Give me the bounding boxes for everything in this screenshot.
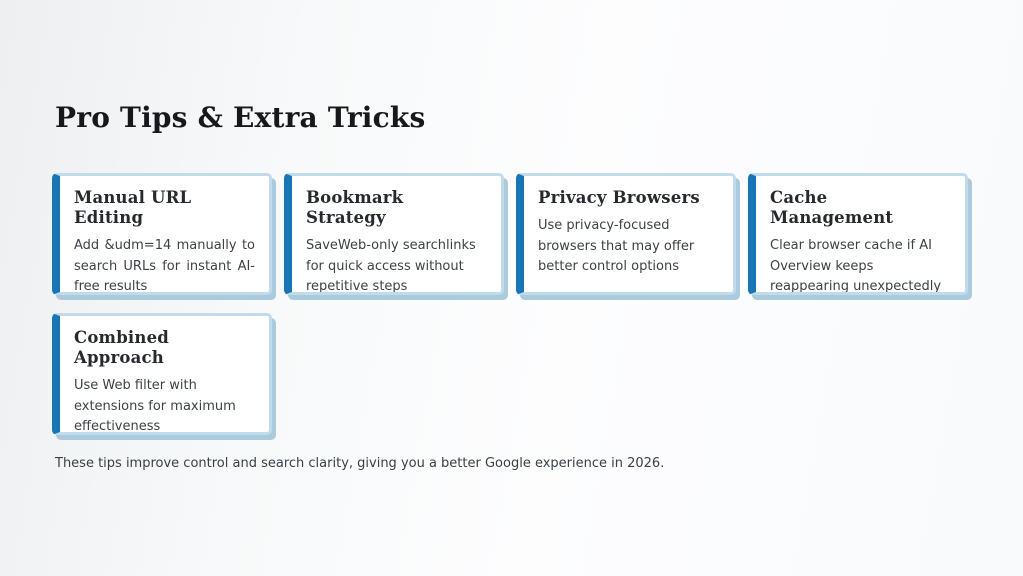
card-title: Manual URL Editing <box>74 188 192 227</box>
card-title: Privacy Browsers <box>538 188 700 207</box>
tip-card: Manual URL Editing Add &udm=14 manually t… <box>52 173 272 295</box>
card-title: Combined Approach <box>74 328 170 367</box>
footer-note: These tips improve control and search cl… <box>55 456 665 471</box>
tip-card: Privacy Browsers Use privacy-focused brow… <box>516 173 736 295</box>
card-body: Use Web filter with extensions for maxim… <box>74 378 236 434</box>
tip-card: Bookmark Strategy SaveWeb-only searchlink… <box>284 173 504 295</box>
card-body: Add &udm=14 manually to search URLs for … <box>74 238 255 294</box>
tip-card: Cache Management Clear browser cache if A… <box>748 173 968 295</box>
card-title: Cache Management <box>770 188 894 227</box>
tip-card: Combined Approach Use Web filter with ext… <box>52 313 272 435</box>
card-body: Use privacy-focused browsers that may of… <box>538 218 695 274</box>
cards-grid: Manual URL Editing Add &udm=14 manually t… <box>52 173 968 435</box>
card-body: SaveWeb-only searchlinks for quick acces… <box>306 238 476 294</box>
card-body: Clear browser cache if AI Overview keeps… <box>770 238 942 294</box>
card-title: Bookmark Strategy <box>306 188 404 227</box>
page-title: Pro Tips & Extra Tricks <box>55 101 426 134</box>
